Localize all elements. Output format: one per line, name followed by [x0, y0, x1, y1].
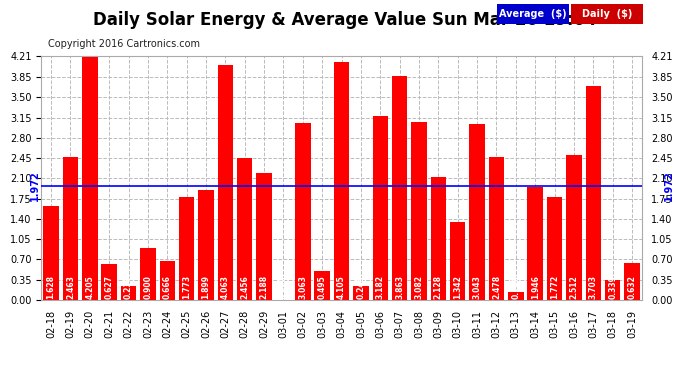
- Text: Daily  ($): Daily ($): [582, 9, 632, 19]
- Text: 0.495: 0.495: [317, 275, 326, 299]
- Text: 2.456: 2.456: [240, 275, 249, 299]
- Bar: [334, 62, 349, 300]
- Bar: [527, 188, 543, 300]
- Bar: [566, 154, 582, 300]
- Bar: [43, 206, 59, 300]
- Text: Daily Solar Energy & Average Value Sun Mar 20 19:04: Daily Solar Energy & Average Value Sun M…: [93, 11, 597, 29]
- Bar: [179, 197, 195, 300]
- Text: 3.082: 3.082: [415, 275, 424, 299]
- Text: 0.000: 0.000: [279, 275, 288, 299]
- Text: 2.463: 2.463: [66, 275, 75, 299]
- Bar: [257, 173, 272, 300]
- Text: 1.972: 1.972: [30, 171, 39, 201]
- Text: 0.666: 0.666: [163, 275, 172, 299]
- Bar: [82, 57, 97, 300]
- Text: 1.946: 1.946: [531, 275, 540, 299]
- Text: 3.703: 3.703: [589, 275, 598, 299]
- Text: 0.245: 0.245: [357, 275, 366, 299]
- Bar: [489, 156, 504, 300]
- Bar: [546, 197, 562, 300]
- Text: 1.972: 1.972: [664, 171, 673, 201]
- Bar: [159, 261, 175, 300]
- Text: 2.188: 2.188: [259, 275, 268, 299]
- Text: 1.899: 1.899: [201, 275, 210, 299]
- Bar: [140, 248, 156, 300]
- Text: 4.063: 4.063: [221, 275, 230, 299]
- Text: 3.182: 3.182: [376, 275, 385, 299]
- Text: 3.043: 3.043: [473, 275, 482, 299]
- Text: 2.128: 2.128: [434, 275, 443, 299]
- Text: 1.342: 1.342: [453, 275, 462, 299]
- Text: 4.105: 4.105: [337, 275, 346, 299]
- Bar: [411, 122, 426, 300]
- Text: 1.628: 1.628: [47, 275, 56, 299]
- Bar: [605, 280, 620, 300]
- Bar: [198, 190, 214, 300]
- Bar: [392, 76, 407, 300]
- Bar: [237, 158, 253, 300]
- Bar: [508, 291, 524, 300]
- Bar: [101, 264, 117, 300]
- Bar: [431, 177, 446, 300]
- Text: 3.063: 3.063: [298, 275, 307, 299]
- Text: Average  ($): Average ($): [499, 9, 567, 19]
- Text: 0.627: 0.627: [105, 275, 114, 299]
- Bar: [315, 272, 330, 300]
- Text: 2.478: 2.478: [492, 275, 501, 299]
- Text: 0.146: 0.146: [511, 275, 520, 299]
- Bar: [373, 116, 388, 300]
- Text: 4.205: 4.205: [86, 275, 95, 299]
- Text: 0.236: 0.236: [124, 275, 133, 299]
- Text: 3.863: 3.863: [395, 275, 404, 299]
- Text: 0.339: 0.339: [608, 275, 617, 299]
- Bar: [353, 286, 368, 300]
- Text: Copyright 2016 Cartronics.com: Copyright 2016 Cartronics.com: [48, 39, 200, 50]
- Text: 1.773: 1.773: [182, 275, 191, 299]
- Bar: [586, 86, 601, 300]
- Text: 1.772: 1.772: [550, 275, 559, 299]
- Bar: [450, 222, 466, 300]
- Bar: [469, 124, 485, 300]
- Text: 2.512: 2.512: [569, 275, 578, 299]
- Bar: [295, 123, 310, 300]
- Bar: [63, 158, 78, 300]
- Bar: [624, 263, 640, 300]
- Bar: [217, 65, 233, 300]
- Text: 0.900: 0.900: [144, 275, 152, 299]
- Bar: [121, 286, 137, 300]
- Text: 0.632: 0.632: [627, 275, 636, 299]
